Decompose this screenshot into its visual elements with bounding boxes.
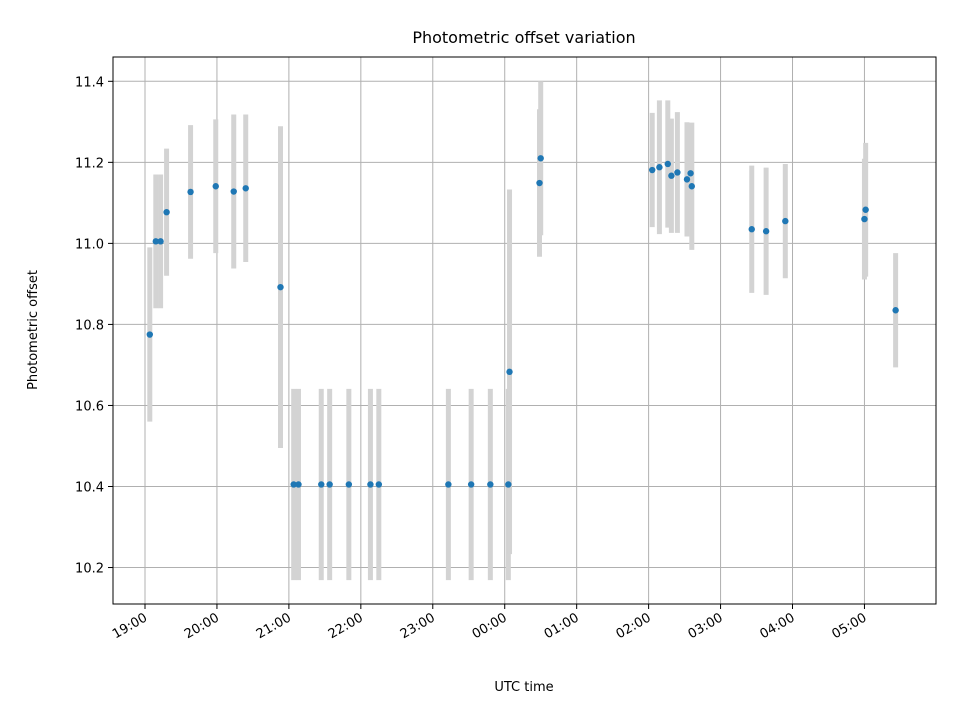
data-point bbox=[664, 160, 672, 168]
data-point bbox=[375, 481, 383, 488]
chart-title: Photometric offset variation bbox=[412, 28, 635, 47]
data-point bbox=[295, 481, 302, 488]
y-tick-label: 10.2 bbox=[75, 562, 104, 577]
y-tick-label: 11.4 bbox=[75, 75, 104, 90]
data-point bbox=[367, 481, 374, 488]
data-point bbox=[862, 206, 869, 213]
data-point bbox=[683, 176, 691, 183]
data-point bbox=[277, 283, 284, 291]
data-point bbox=[861, 215, 868, 223]
data-point bbox=[762, 228, 770, 235]
data-point bbox=[748, 226, 755, 233]
data-point bbox=[152, 238, 159, 245]
data-point bbox=[345, 481, 353, 488]
data-point bbox=[892, 307, 899, 314]
data-point bbox=[782, 217, 789, 225]
data-point bbox=[537, 155, 544, 162]
data-point bbox=[163, 208, 170, 216]
y-tick-label: 10.6 bbox=[75, 399, 104, 414]
data-point bbox=[649, 166, 656, 174]
data-point bbox=[230, 188, 237, 195]
data-point bbox=[688, 183, 695, 190]
data-point bbox=[487, 481, 494, 488]
data-point bbox=[656, 164, 663, 171]
data-point bbox=[467, 481, 475, 488]
data-point bbox=[146, 331, 153, 338]
plot-frame bbox=[112, 56, 937, 605]
data-point bbox=[242, 185, 249, 192]
y-tick-label: 11.0 bbox=[75, 237, 104, 252]
data-point bbox=[326, 481, 333, 488]
data-point bbox=[674, 169, 681, 176]
y-axis-label: Photometric offset bbox=[26, 270, 41, 390]
data-points bbox=[146, 155, 899, 488]
data-point bbox=[157, 238, 164, 245]
data-point bbox=[290, 481, 297, 488]
data-point bbox=[687, 170, 694, 177]
data-point bbox=[318, 481, 325, 488]
y-tick-label: 10.4 bbox=[75, 480, 104, 495]
data-point bbox=[668, 172, 675, 179]
data-point bbox=[505, 481, 512, 488]
data-point bbox=[506, 368, 513, 376]
y-tick-label: 11.2 bbox=[75, 156, 104, 171]
data-point bbox=[187, 188, 194, 196]
data-point bbox=[212, 183, 219, 190]
data-point bbox=[445, 481, 452, 488]
data-point bbox=[536, 179, 543, 187]
x-axis-label: UTC time bbox=[494, 680, 553, 695]
y-axis-ticks: 10.2 10.4 10.6 10.8 11.0 11.2 11.4 bbox=[75, 75, 113, 577]
y-tick-label: 10.8 bbox=[75, 318, 104, 333]
